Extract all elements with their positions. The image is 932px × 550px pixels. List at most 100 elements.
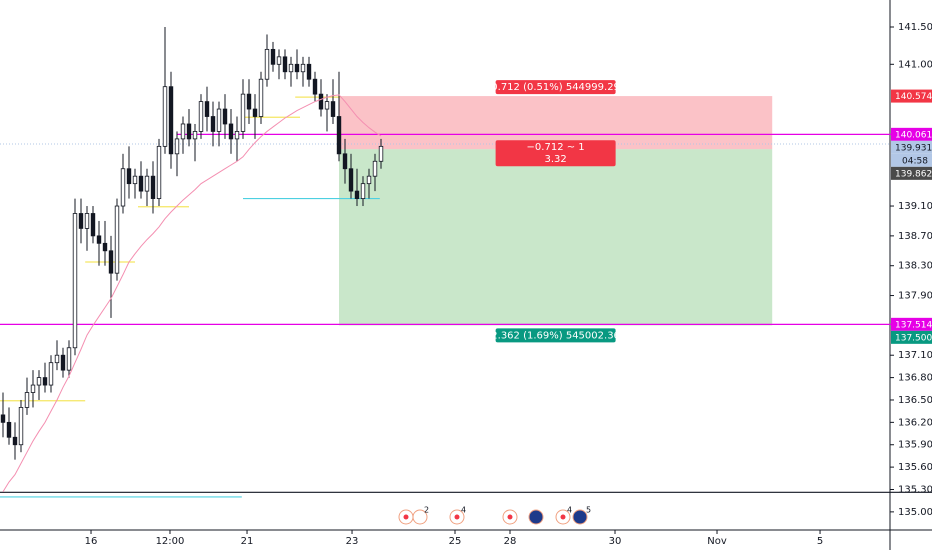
- candle-body: [378, 145, 384, 162]
- candle-body: [342, 153, 348, 170]
- x-tick-label: 23: [346, 536, 359, 547]
- candle-body: [204, 101, 210, 117]
- candle-body: [216, 108, 222, 132]
- stop-label-box: [495, 80, 616, 95]
- candle-body: [108, 250, 114, 274]
- candle-body: [372, 160, 378, 177]
- candle-body: [240, 93, 246, 132]
- y-tick-label: 136.200: [898, 417, 932, 428]
- candle-body: [96, 235, 102, 244]
- candle-body: [324, 101, 330, 110]
- stop-label-text: 0.712 (0.51%) 544999.29: [491, 82, 620, 93]
- candle-body: [252, 108, 258, 117]
- price-tag-label: 139.931: [895, 143, 932, 153]
- event-icon[interactable]: [412, 509, 428, 525]
- candle-body: [234, 131, 240, 140]
- ratio-label-text: 3.32: [544, 154, 566, 165]
- price-tag-label: 137.500: [895, 333, 932, 343]
- price-tag: [891, 140, 932, 154]
- x-tick-label: 28: [504, 536, 517, 547]
- candle-body: [126, 168, 132, 185]
- event-icon[interactable]: [572, 509, 588, 525]
- price-tag-label: 139.862: [895, 169, 932, 179]
- countdown-label: 04:58: [902, 156, 928, 166]
- countdown-tag: [891, 153, 932, 167]
- target-label-text: 2.362 (1.69%) 545002.36: [491, 330, 620, 341]
- candle-body: [186, 123, 192, 140]
- candle-body: [360, 183, 366, 199]
- price-tag: [891, 166, 932, 180]
- event-icon[interactable]: [528, 509, 544, 525]
- y-tick-label: 141.000: [898, 59, 932, 70]
- candle-body: [132, 175, 138, 185]
- y-tick-label: 135.900: [898, 440, 932, 451]
- candle-body: [54, 354, 60, 364]
- target-zone: [339, 149, 773, 326]
- candle-body: [24, 392, 30, 408]
- x-tick-label: 12:00: [156, 536, 185, 547]
- candle-body: [348, 168, 354, 192]
- y-tick-label: 135.000: [898, 507, 932, 518]
- candle-body: [162, 86, 168, 147]
- candle-body: [60, 354, 66, 371]
- candle-body: [258, 78, 264, 117]
- y-tick-label: 136.800: [898, 373, 932, 384]
- event-dot: [454, 514, 460, 520]
- candle-body: [72, 213, 78, 349]
- y-tick-label: 135.300: [898, 484, 932, 495]
- candle-body: [66, 347, 72, 371]
- candle-body: [84, 213, 90, 229]
- y-tick-label: 135.600: [898, 462, 932, 473]
- event-badge: 4: [461, 506, 466, 515]
- candle-body: [222, 108, 228, 125]
- candle-body: [18, 407, 24, 446]
- candle-body: [354, 190, 360, 199]
- event-dot: [403, 514, 409, 520]
- candle-body: [312, 78, 318, 95]
- candle-body: [192, 131, 198, 140]
- candle-body: [306, 63, 312, 80]
- event-badge: 5: [586, 506, 591, 515]
- x-tick-label: 16: [85, 536, 98, 547]
- candle-body: [36, 377, 42, 386]
- candle-body: [48, 362, 54, 386]
- candle-body: [264, 48, 270, 80]
- ratio-label-box: [495, 140, 616, 167]
- y-tick-label: 137.100: [898, 350, 932, 361]
- candle-body: [210, 116, 216, 132]
- candle-body: [30, 384, 36, 393]
- candle-body: [270, 48, 276, 65]
- candle-body: [138, 175, 144, 192]
- event-badge: 2: [424, 506, 429, 515]
- event-dot: [560, 514, 566, 520]
- candle-body: [6, 421, 12, 438]
- x-tick-label: 5: [817, 536, 823, 547]
- candle-body: [282, 56, 288, 73]
- ratio-label-text: −0.712 ~ 1: [527, 142, 585, 153]
- candle-body: [12, 436, 18, 446]
- moving-average: [2, 94, 382, 492]
- x-tick-label: Nov: [707, 536, 727, 547]
- event-icons[interactable]: 2 4 4 5: [398, 506, 591, 525]
- y-tick-label: 138.300: [898, 261, 932, 272]
- candle-body: [198, 101, 204, 132]
- candle-body: [114, 205, 120, 274]
- candle-body: [42, 377, 48, 386]
- price-tag-label: 137.514: [895, 320, 932, 330]
- x-tick-label: 21: [241, 536, 254, 547]
- price-tag: [891, 317, 932, 331]
- y-tick-label: 137.900: [898, 291, 932, 302]
- candle-body: [246, 93, 252, 110]
- candle-body: [330, 101, 336, 117]
- price-tag-label: 140.574: [895, 92, 932, 102]
- candle-body: [168, 86, 174, 155]
- candle-body: [120, 168, 126, 207]
- candle-body: [78, 213, 84, 229]
- candle-body: [174, 138, 180, 155]
- candle-body: [90, 213, 96, 237]
- candle-body: [318, 93, 324, 110]
- candle-body: [228, 123, 234, 140]
- candle-body: [0, 414, 6, 423]
